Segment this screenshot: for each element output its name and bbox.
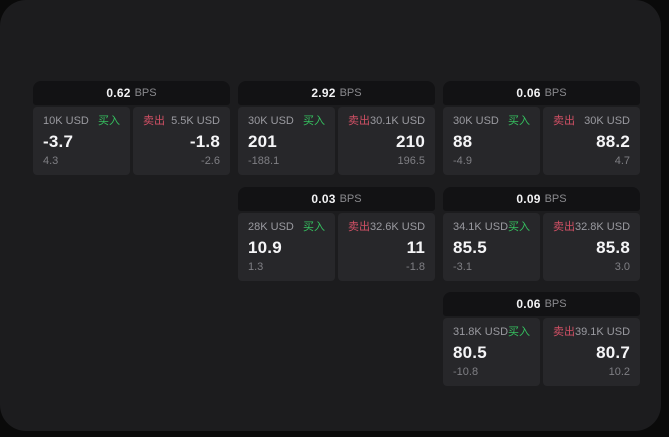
sell-price: 11 — [406, 238, 425, 257]
price-panels: 30K USD 买入 201 -188.1 卖出 30.1K USD 210 1… — [238, 107, 435, 175]
buy-panel[interactable]: 30K USD 买入 88 -4.9 — [443, 107, 540, 175]
buy-panel[interactable]: 30K USD 买入 201 -188.1 — [238, 107, 335, 175]
buy-delta: -3.1 — [453, 261, 472, 273]
spread-unit: BPS — [544, 87, 567, 99]
sell-label: 卖出 — [553, 221, 575, 233]
spread-value: 2.92 — [311, 86, 336, 100]
sell-price: 88.2 — [596, 132, 630, 151]
sell-delta: 196.5 — [397, 155, 425, 167]
quote-card-6: 0.06 BPS 31.8K USD 买入 80.5 -10.8 卖出 39.1… — [443, 292, 640, 386]
sell-panel[interactable]: 卖出 39.1K USD 80.7 10.2 — [543, 318, 640, 386]
sell-amount: 5.5K USD — [171, 115, 220, 127]
sell-panel[interactable]: 卖出 32.6K USD 11 -1.8 — [338, 213, 435, 281]
spread-unit: BPS — [544, 298, 567, 310]
buy-label: 买入 — [303, 115, 325, 127]
sell-amount: 30K USD — [584, 115, 630, 127]
quote-card-1: 0.62 BPS 10K USD 买入 -3.7 4.3 卖出 5.5K USD… — [33, 81, 230, 175]
buy-amount: 10K USD — [43, 115, 89, 127]
buy-price: 10.9 — [248, 238, 282, 257]
spread-value: 0.06 — [516, 86, 541, 100]
sell-panel[interactable]: 卖出 30.1K USD 210 196.5 — [338, 107, 435, 175]
spread-header: 0.09 BPS — [443, 187, 640, 211]
spread-unit: BPS — [134, 87, 157, 99]
buy-amount: 31.8K USD — [453, 326, 509, 338]
sell-label: 卖出 — [348, 115, 370, 127]
buy-price: 80.5 — [453, 343, 487, 362]
spread-header: 2.92 BPS — [238, 81, 435, 105]
spread-value: 0.06 — [516, 297, 541, 311]
sell-amount: 32.8K USD — [574, 221, 631, 233]
sell-amount: 32.6K USD — [369, 221, 426, 233]
buy-label: 买入 — [508, 115, 530, 127]
price-panels: 34.1K USD 买入 85.5 -3.1 卖出 32.8K USD 85.8… — [443, 213, 640, 281]
sell-panel[interactable]: 卖出 5.5K USD -1.8 -2.6 — [133, 107, 230, 175]
price-panels: 10K USD 买入 -3.7 4.3 卖出 5.5K USD -1.8 -2.… — [33, 107, 230, 175]
buy-price: 85.5 — [453, 238, 487, 257]
spread-value: 0.09 — [516, 192, 541, 206]
sell-price: 210 — [396, 132, 425, 151]
sell-panel[interactable]: 卖出 30K USD 88.2 4.7 — [543, 107, 640, 175]
spread-value: 0.03 — [311, 192, 336, 206]
sell-price: 80.7 — [596, 343, 630, 362]
sell-label: 卖出 — [553, 115, 575, 127]
buy-price: 201 — [248, 132, 277, 151]
app-surface: 0.62 BPS 10K USD 买入 -3.7 4.3 卖出 5.5K USD… — [0, 0, 661, 431]
sell-label: 卖出 — [348, 221, 370, 233]
price-panels: 31.8K USD 买入 80.5 -10.8 卖出 39.1K USD 80.… — [443, 318, 640, 386]
spread-header: 0.06 BPS — [443, 292, 640, 316]
sell-price: 85.8 — [596, 238, 630, 257]
buy-price: 88 — [453, 132, 473, 151]
buy-delta: -10.8 — [453, 366, 479, 378]
quote-card-5: 0.09 BPS 34.1K USD 买入 85.5 -3.1 卖出 32.8K… — [443, 187, 640, 281]
buy-amount: 30K USD — [248, 115, 294, 127]
buy-panel[interactable]: 10K USD 买入 -3.7 4.3 — [33, 107, 130, 175]
buy-label: 买入 — [508, 221, 531, 233]
quote-card-2: 2.92 BPS 30K USD 买入 201 -188.1 卖出 30.1K … — [238, 81, 435, 175]
quote-card-4: 0.03 BPS 28K USD 买入 10.9 1.3 卖出 32.6K US… — [238, 187, 435, 281]
buy-panel[interactable]: 34.1K USD 买入 85.5 -3.1 — [443, 213, 540, 281]
buy-label: 买入 — [303, 221, 325, 233]
spread-value: 0.62 — [106, 86, 131, 100]
spread-header: 0.62 BPS — [33, 81, 230, 105]
quote-card-3: 0.06 BPS 30K USD 买入 88 -4.9 卖出 30K USD 8… — [443, 81, 640, 175]
sell-panel[interactable]: 卖出 32.8K USD 85.8 3.0 — [543, 213, 640, 281]
buy-delta: 4.3 — [43, 155, 59, 167]
spread-unit: BPS — [544, 193, 567, 205]
buy-delta: -4.9 — [453, 155, 472, 167]
spread-unit: BPS — [339, 193, 362, 205]
sell-delta: 3.0 — [614, 261, 630, 273]
buy-amount: 30K USD — [453, 115, 499, 127]
price-panels: 30K USD 买入 88 -4.9 卖出 30K USD 88.2 4.7 — [443, 107, 640, 175]
sell-delta: 4.7 — [614, 155, 630, 167]
buy-panel[interactable]: 31.8K USD 买入 80.5 -10.8 — [443, 318, 540, 386]
buy-delta: 1.3 — [248, 261, 264, 273]
spread-unit: BPS — [339, 87, 362, 99]
price-panels: 28K USD 买入 10.9 1.3 卖出 32.6K USD 11 -1.8 — [238, 213, 435, 281]
buy-label: 买入 — [98, 115, 120, 127]
spread-header: 0.06 BPS — [443, 81, 640, 105]
sell-delta: 10.2 — [608, 366, 630, 378]
sell-delta: -2.6 — [201, 155, 220, 167]
buy-panel[interactable]: 28K USD 买入 10.9 1.3 — [238, 213, 335, 281]
buy-delta: -188.1 — [248, 155, 280, 167]
spread-header: 0.03 BPS — [238, 187, 435, 211]
buy-label: 买入 — [508, 326, 531, 338]
sell-delta: -1.8 — [406, 261, 425, 273]
buy-price: -3.7 — [43, 132, 74, 151]
buy-amount: 34.1K USD — [453, 221, 509, 233]
sell-amount: 39.1K USD — [574, 326, 631, 338]
buy-amount: 28K USD — [248, 221, 294, 233]
sell-price: -1.8 — [189, 132, 220, 151]
sell-label: 卖出 — [553, 326, 575, 338]
sell-label: 卖出 — [143, 115, 165, 127]
sell-amount: 30.1K USD — [369, 115, 426, 127]
